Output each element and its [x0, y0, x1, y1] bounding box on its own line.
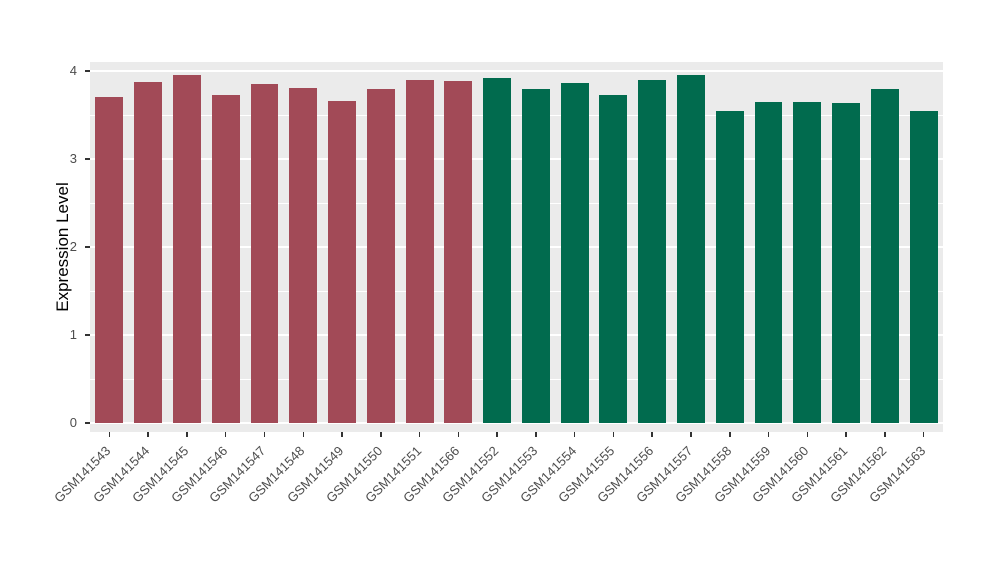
y-axis: 0 1 2 3 4 — [0, 62, 90, 432]
y-tick-label: 4 — [69, 63, 77, 78]
x-tick-mark — [224, 432, 227, 437]
x-tick-mark — [729, 432, 731, 437]
x-tick-mark — [845, 432, 847, 437]
bar — [715, 111, 744, 423]
x-tick-mark — [418, 432, 421, 437]
x-tick-mark — [535, 432, 537, 437]
bar — [483, 78, 512, 423]
bar — [638, 79, 667, 423]
bar — [289, 87, 318, 423]
bar — [870, 88, 899, 423]
x-tick-mark — [147, 432, 149, 437]
bar — [172, 75, 201, 423]
major-gridline — [90, 334, 943, 336]
y-tick-mark — [85, 246, 90, 248]
minor-gridline — [90, 115, 943, 116]
x-tick-mark — [457, 432, 460, 437]
x-tick-mark — [612, 432, 615, 437]
major-gridline — [90, 158, 943, 160]
minor-gridline — [90, 203, 943, 204]
x-tick-mark — [806, 432, 809, 437]
x-tick-mark — [302, 432, 304, 437]
bar — [250, 84, 279, 423]
bar — [560, 83, 589, 423]
x-tick-mark — [496, 432, 498, 437]
x-tick-mark — [767, 432, 770, 437]
bar — [328, 100, 356, 423]
y-tick-mark — [85, 158, 90, 160]
y-tick-label: 2 — [69, 239, 77, 254]
y-tick-label: 3 — [69, 151, 77, 166]
y-tick-label: 1 — [69, 327, 77, 342]
x-tick-mark — [380, 432, 382, 437]
x-tick-mark — [263, 432, 266, 437]
bar — [211, 94, 240, 423]
x-tick-mark — [186, 432, 188, 437]
bar — [95, 97, 124, 423]
x-tick-mark — [573, 432, 576, 437]
x-tick-mark — [341, 432, 343, 437]
bar — [444, 80, 473, 423]
bar — [366, 89, 395, 423]
bar — [599, 94, 628, 423]
y-tick-mark — [85, 334, 90, 336]
x-tick-mark — [690, 432, 692, 437]
x-tick-mark — [884, 432, 886, 437]
bar — [909, 111, 938, 423]
bar — [405, 79, 434, 423]
bar — [754, 101, 783, 423]
major-gridline — [90, 422, 943, 424]
y-axis-title-text: Expression Level — [53, 182, 72, 312]
minor-gridline — [90, 379, 943, 380]
bar — [134, 81, 163, 423]
y-tick-label: 0 — [69, 415, 77, 430]
x-tick-mark — [651, 432, 653, 437]
x-tick-mark — [108, 432, 111, 437]
bar — [793, 101, 822, 423]
major-gridline — [90, 246, 943, 248]
bar — [832, 102, 861, 423]
x-tick-mark — [922, 432, 925, 437]
x-axis: GSM141543 GSM141544 GSM141545 GSM141546 GSM1… — [51, 432, 943, 580]
y-tick-mark — [85, 422, 90, 424]
y-tick-mark — [85, 70, 90, 72]
minor-gridline — [90, 291, 943, 292]
bar — [677, 75, 705, 423]
bar — [521, 89, 550, 423]
major-gridline — [90, 70, 943, 72]
plot-panel — [90, 62, 943, 432]
